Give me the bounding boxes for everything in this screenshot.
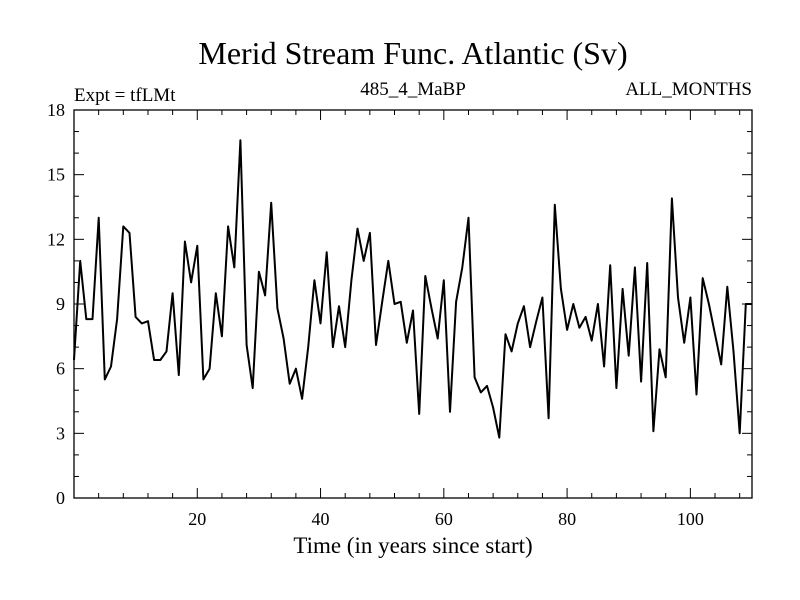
series-line [73, 139, 752, 439]
y-tick-label: 6 [56, 359, 65, 379]
y-tick-label: 9 [56, 294, 65, 314]
chart-title: Merid Stream Func. Atlantic (Sv) [198, 35, 627, 71]
chart-subtitle-center: 485_4_MaBP [360, 79, 466, 100]
series-layer [73, 139, 752, 439]
y-tick-label: 12 [47, 229, 65, 249]
x-tick-label: 80 [558, 509, 576, 529]
y-tick-label: 3 [56, 423, 65, 443]
y-tick-label: 15 [47, 165, 65, 185]
y-axis: 0 3 6 9 12 15 18 [47, 100, 752, 508]
chart-subtitle-left: Expt = tfLMt [74, 85, 176, 106]
x-tick-label: 60 [435, 509, 453, 529]
x-axis-label: Time (in years since start) [293, 533, 532, 558]
plot-frame [73, 109, 753, 499]
y-tick-label: 18 [47, 100, 65, 120]
x-tick-label: 40 [312, 509, 330, 529]
x-tick-label: 100 [677, 509, 704, 529]
x-tick-label: 20 [188, 509, 206, 529]
y-tick-label: 0 [56, 488, 65, 508]
chart-subtitle-right: ALL_MONTHS [625, 79, 752, 100]
x-axis: 20 40 60 80 100 [98, 110, 741, 529]
